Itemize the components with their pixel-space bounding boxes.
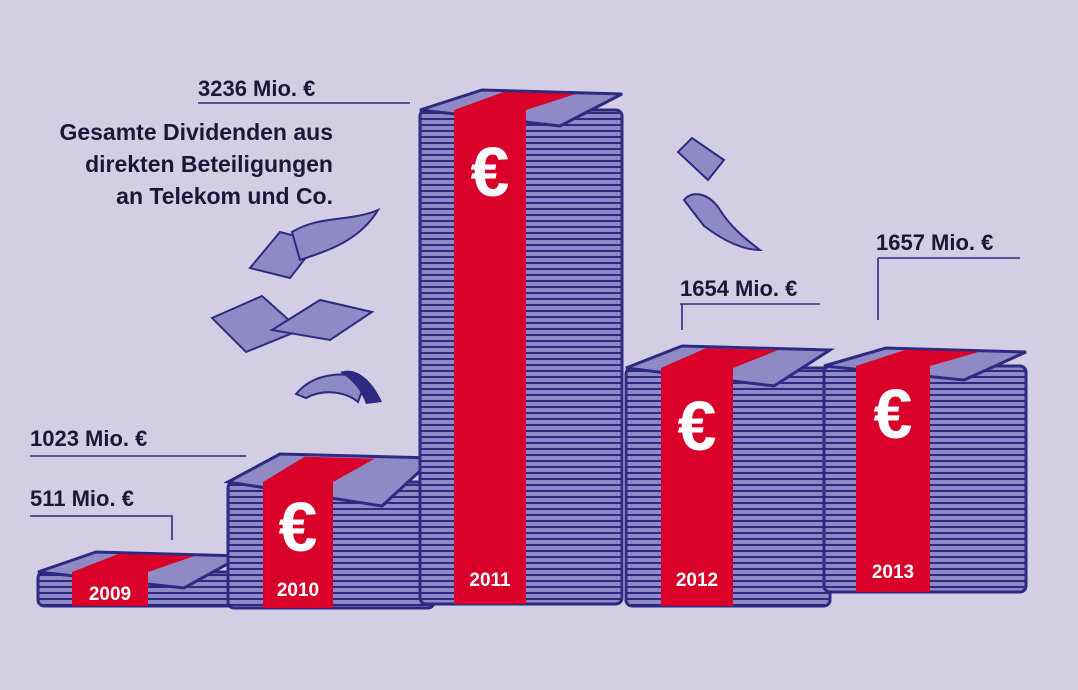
- band-top-2009: [72, 554, 195, 572]
- band-top-2010: [263, 456, 375, 482]
- money-stack-2012: €2012: [624, 344, 835, 608]
- band-top-2012: [661, 348, 778, 368]
- band-top-2011: [454, 92, 576, 110]
- value-label-2011: 3236 Mio. €: [198, 76, 410, 104]
- euro-icon: €: [279, 488, 318, 566]
- category-label-2009: 2009: [89, 584, 131, 605]
- leader-line: [680, 303, 820, 330]
- chart-title: Gesamte Dividenden aus direkten Beteiligu…: [59, 119, 333, 209]
- title-line: direkten Beteiligungen: [85, 151, 333, 177]
- band-top-2013: [856, 349, 980, 366]
- money-stack-2010: €2010: [223, 452, 438, 610]
- band-2010: [263, 482, 333, 608]
- money-stack-2013: €2013: [822, 346, 1028, 594]
- value-label-2009: 511 Mio. €: [30, 486, 173, 540]
- flying-bills-decoration: [210, 136, 764, 404]
- value-label-2010: 1023 Mio. €: [30, 426, 246, 457]
- category-label-2012: 2012: [676, 570, 718, 591]
- band-2011: [454, 110, 526, 604]
- band-2009: [72, 572, 148, 606]
- band-2012: [661, 368, 733, 606]
- money-stack-2009: 2009: [36, 550, 248, 608]
- data-label: 3236 Mio. €: [198, 76, 315, 101]
- value-label-2013: 1657 Mio. €: [876, 230, 1020, 320]
- value-label-2012: 1654 Mio. €: [680, 276, 820, 330]
- euro-icon: €: [471, 133, 510, 211]
- category-label-2010: 2010: [277, 580, 319, 601]
- title-line: an Telekom und Co.: [116, 183, 333, 209]
- leader-line: [30, 515, 173, 540]
- euro-icon: €: [874, 375, 913, 453]
- data-label: 1023 Mio. €: [30, 426, 147, 451]
- category-label-2013: 2013: [872, 562, 914, 583]
- data-label: 1654 Mio. €: [680, 276, 797, 301]
- euro-icon: €: [678, 387, 717, 465]
- leader-line: [877, 257, 1020, 320]
- title-line: Gesamte Dividenden aus: [59, 119, 333, 145]
- money-stack-2011: €2011: [418, 88, 624, 606]
- data-label: 511 Mio. €: [30, 486, 134, 511]
- data-label: 1657 Mio. €: [876, 230, 993, 255]
- band-2013: [856, 366, 930, 592]
- category-label-2011: 2011: [469, 570, 511, 591]
